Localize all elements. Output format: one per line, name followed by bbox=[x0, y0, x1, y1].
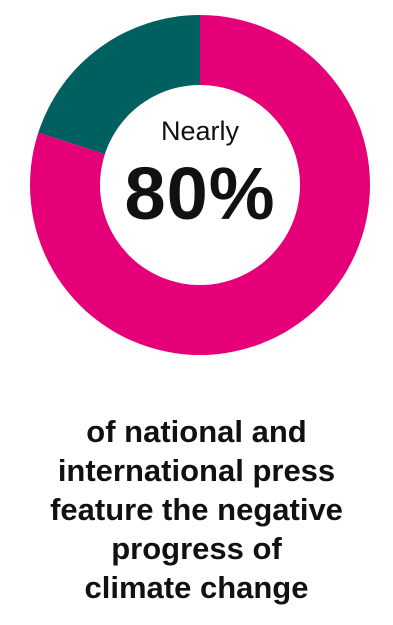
caption-line: climate change bbox=[84, 570, 309, 605]
caption: of national and international press feat… bbox=[0, 412, 393, 607]
donut-chart bbox=[30, 15, 371, 355]
donut-center-prefix: Nearly bbox=[160, 116, 240, 146]
caption-line: international press bbox=[57, 453, 336, 488]
caption-line: of national and bbox=[86, 414, 307, 449]
donut-center-value: 80% bbox=[124, 152, 276, 235]
caption-line: feature the negative bbox=[50, 492, 343, 527]
caption-line: progress of bbox=[111, 531, 282, 566]
donut-hole bbox=[100, 85, 300, 285]
